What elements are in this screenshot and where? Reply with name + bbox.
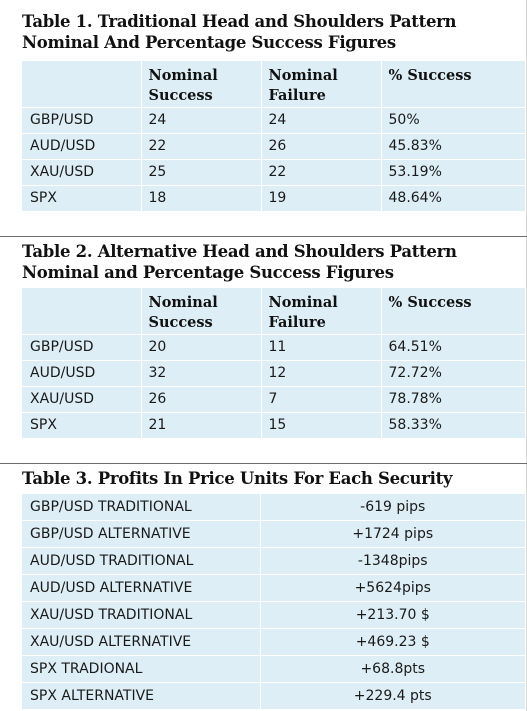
nominal-success-cell: 26 bbox=[141, 386, 262, 413]
profit-value-cell: +5624pips bbox=[260, 574, 525, 602]
security-label-cell: GBP/USD TRADITIONAL bbox=[22, 494, 261, 521]
table-row: XAU/USD 25 22 53.19% bbox=[22, 159, 525, 186]
nominal-failure-cell: 7 bbox=[261, 386, 382, 413]
table-row: GBP/USD TRADITIONAL -619 pips bbox=[22, 494, 525, 521]
nominal-failure-cell: 12 bbox=[261, 360, 382, 387]
table-2: Nominal Success Nominal Failure % Success … bbox=[22, 288, 525, 439]
table-row: AUD/USD 32 12 72.72% bbox=[22, 360, 525, 387]
profit-value-cell: -1348pips bbox=[260, 547, 525, 575]
percent-success-cell: 53.19% bbox=[381, 159, 525, 186]
table-row: GBP/USD ALTERNATIVE +1724 pips bbox=[22, 520, 525, 548]
nominal-success-cell: 20 bbox=[141, 334, 262, 361]
percent-success-cell: 72.72% bbox=[381, 360, 525, 387]
table-row: GBP/USD 20 11 64.51% bbox=[22, 334, 525, 361]
table-row: XAU/USD TRADITIONAL +213.70 $ bbox=[22, 601, 525, 629]
security-label-cell: SPX TRADIONAL bbox=[22, 655, 261, 683]
security-cell: AUD/USD bbox=[22, 360, 142, 387]
table-row: SPX 21 15 58.33% bbox=[22, 412, 525, 439]
table-row: XAU/USD 26 7 78.78% bbox=[22, 386, 525, 413]
table-row: GBP/USD 24 24 50% bbox=[22, 107, 525, 134]
security-label-cell: SPX ALTERNATIVE bbox=[22, 682, 261, 710]
nominal-failure-cell: 11 bbox=[261, 334, 382, 361]
table-3-title: Table 3. Profits In Price Units For Each… bbox=[22, 469, 453, 488]
percent-success-cell: 78.78% bbox=[381, 386, 525, 413]
header-percent-success: % Success bbox=[381, 61, 525, 108]
table-header-row: Nominal Success Nominal Failure % Success bbox=[22, 288, 525, 335]
separator-line bbox=[0, 236, 527, 237]
nominal-failure-cell: 24 bbox=[261, 107, 382, 134]
nominal-failure-cell: 22 bbox=[261, 159, 382, 186]
security-label-cell: AUD/USD TRADITIONAL bbox=[22, 547, 261, 575]
profit-value-cell: +1724 pips bbox=[260, 520, 525, 548]
security-cell: XAU/USD bbox=[22, 159, 142, 186]
separator-line bbox=[0, 463, 527, 464]
table-1: Nominal Success Nominal Failure % Success … bbox=[22, 61, 525, 212]
nominal-failure-cell: 19 bbox=[261, 185, 382, 212]
header-corner-cell bbox=[22, 288, 142, 335]
security-cell: SPX bbox=[22, 185, 142, 212]
header-corner-cell bbox=[22, 61, 142, 108]
security-cell: SPX bbox=[22, 412, 142, 439]
percent-success-cell: 48.64% bbox=[381, 185, 525, 212]
security-label-cell: AUD/USD ALTERNATIVE bbox=[22, 574, 261, 602]
nominal-success-cell: 18 bbox=[141, 185, 262, 212]
header-nominal-success: Nominal Success bbox=[141, 61, 262, 108]
table-row: AUD/USD ALTERNATIVE +5624pips bbox=[22, 574, 525, 602]
profit-value-cell: +229.4 pts bbox=[260, 682, 525, 710]
table-row: SPX ALTERNATIVE +229.4 pts bbox=[22, 682, 525, 710]
header-nominal-failure: Nominal Failure bbox=[261, 61, 382, 108]
header-nominal-success: Nominal Success bbox=[141, 288, 262, 335]
header-nominal-failure: Nominal Failure bbox=[261, 288, 382, 335]
table-2-title: Table 2. Alternative Head and Shoulders … bbox=[22, 242, 457, 282]
security-cell: AUD/USD bbox=[22, 133, 142, 160]
security-cell: XAU/USD bbox=[22, 386, 142, 413]
security-label-cell: XAU/USD ALTERNATIVE bbox=[22, 628, 261, 656]
table-row: SPX TRADIONAL +68.8pts bbox=[22, 655, 525, 683]
table-row: AUD/USD 22 26 45.83% bbox=[22, 133, 525, 160]
nominal-success-cell: 21 bbox=[141, 412, 262, 439]
profit-value-cell: +213.70 $ bbox=[260, 601, 525, 629]
table-row: AUD/USD TRADITIONAL -1348pips bbox=[22, 547, 525, 575]
table-1-title: Table 1. Traditional Head and Shoulders … bbox=[22, 12, 457, 52]
nominal-failure-cell: 26 bbox=[261, 133, 382, 160]
nominal-success-cell: 22 bbox=[141, 133, 262, 160]
table-row: XAU/USD ALTERNATIVE +469.23 $ bbox=[22, 628, 525, 656]
security-cell: GBP/USD bbox=[22, 107, 142, 134]
profit-value-cell: -619 pips bbox=[260, 494, 525, 521]
nominal-success-cell: 32 bbox=[141, 360, 262, 387]
percent-success-cell: 45.83% bbox=[381, 133, 525, 160]
percent-success-cell: 50% bbox=[381, 107, 525, 134]
percent-success-cell: 58.33% bbox=[381, 412, 525, 439]
nominal-success-cell: 25 bbox=[141, 159, 262, 186]
table-row: SPX 18 19 48.64% bbox=[22, 185, 525, 212]
header-percent-success: % Success bbox=[381, 288, 525, 335]
profit-value-cell: +469.23 $ bbox=[260, 628, 525, 656]
nominal-failure-cell: 15 bbox=[261, 412, 382, 439]
security-label-cell: GBP/USD ALTERNATIVE bbox=[22, 520, 261, 548]
table-3: GBP/USD TRADITIONAL -619 pips GBP/USD ALTE… bbox=[22, 494, 525, 710]
security-label-cell: XAU/USD TRADITIONAL bbox=[22, 601, 261, 629]
profit-value-cell: +68.8pts bbox=[260, 655, 525, 683]
percent-success-cell: 64.51% bbox=[381, 334, 525, 361]
nominal-success-cell: 24 bbox=[141, 107, 262, 134]
security-cell: GBP/USD bbox=[22, 334, 142, 361]
table-header-row: Nominal Success Nominal Failure % Success bbox=[22, 61, 525, 108]
